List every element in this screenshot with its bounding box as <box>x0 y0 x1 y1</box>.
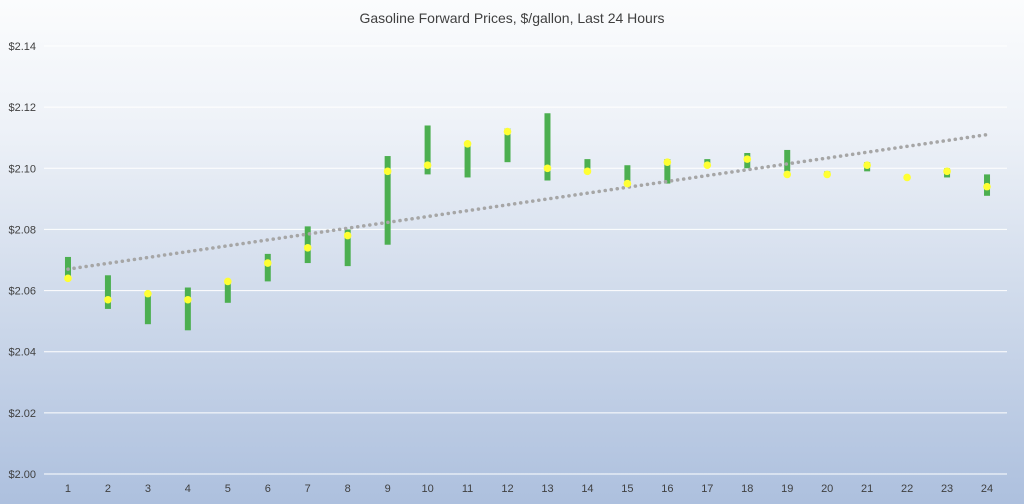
range-bar <box>784 149 791 172</box>
price-point <box>943 167 951 176</box>
x-tick-label: 13 <box>541 483 553 495</box>
x-tick-label: 19 <box>781 483 793 495</box>
range-bar <box>264 253 271 282</box>
price-point <box>463 140 472 148</box>
range-bars <box>64 113 991 331</box>
y-tick-label: $2.12 <box>8 102 36 114</box>
range-bar <box>544 113 551 181</box>
price-point <box>184 295 192 304</box>
price-point <box>383 167 392 176</box>
price-point <box>783 170 792 179</box>
x-tick-label: 6 <box>265 483 271 495</box>
x-tick-label: 7 <box>305 483 311 495</box>
range-bar <box>184 287 191 331</box>
x-tick-label: 10 <box>421 483 433 495</box>
range-bar <box>504 128 511 163</box>
gridlines <box>44 45 1007 475</box>
x-tick-label: 8 <box>345 483 351 495</box>
y-tick-label: $2.02 <box>8 408 36 420</box>
y-tick-label: $2.06 <box>8 286 36 298</box>
range-bar <box>384 156 391 245</box>
range-bar <box>104 275 111 309</box>
price-point <box>144 289 152 298</box>
x-tick-label: 11 <box>462 483 473 495</box>
x-tick-label: 18 <box>741 483 753 495</box>
price-point <box>983 182 991 191</box>
range-bar <box>584 159 591 172</box>
x-tick-label: 3 <box>145 483 151 495</box>
range-bar <box>624 165 631 184</box>
x-tick-label: 22 <box>901 483 913 495</box>
y-tick-label: $2.10 <box>8 163 36 175</box>
x-tick-label: 20 <box>821 483 833 495</box>
range-bar <box>664 159 671 184</box>
price-point <box>543 164 552 173</box>
x-axis: 1 2 3 4 5 6 7 8 9 10 11 12 13 14 15 16 17 18 19 20 21 22 23 24 <box>65 483 993 495</box>
price-point <box>64 274 72 283</box>
price-point <box>703 161 712 170</box>
price-points <box>64 127 991 304</box>
x-tick-label: 12 <box>501 483 513 495</box>
y-tick-label: $2.00 <box>8 469 36 481</box>
range-bar <box>424 125 431 175</box>
x-tick-label: 9 <box>385 483 391 495</box>
price-point <box>903 173 911 182</box>
y-tick-label: $2.08 <box>8 224 36 236</box>
x-tick-label: 15 <box>621 483 633 495</box>
x-tick-label: 16 <box>661 483 673 495</box>
y-tick-label: $2.04 <box>8 347 36 359</box>
price-point <box>263 259 272 267</box>
price-point <box>743 155 752 163</box>
x-tick-label: 2 <box>105 483 111 495</box>
range-bar <box>464 143 471 178</box>
range-bar <box>224 281 231 303</box>
x-tick-label: 24 <box>981 483 993 495</box>
price-point <box>663 158 672 166</box>
y-axis: $2.00 $2.02 $2.04 $2.06 $2.08 $2.10 $2.12 $2.14 <box>8 41 36 481</box>
price-point <box>623 179 632 188</box>
range-bar <box>344 229 351 267</box>
price-point <box>583 167 592 176</box>
price-point <box>423 161 432 170</box>
price-point <box>224 277 232 286</box>
trendline <box>66 132 989 271</box>
price-point <box>823 170 831 179</box>
price-point <box>863 161 871 170</box>
chart-title: Gasoline Forward Prices, $/gallon, Last … <box>359 10 665 26</box>
price-point <box>303 243 312 252</box>
range-bar <box>144 293 151 325</box>
x-tick-label: 14 <box>581 483 593 495</box>
x-tick-label: 21 <box>861 483 873 495</box>
price-point <box>503 127 512 136</box>
price-point <box>104 295 112 304</box>
y-tick-label: $2.14 <box>8 41 36 53</box>
x-tick-label: 1 <box>65 483 71 495</box>
trendline-line <box>66 132 989 271</box>
x-tick-label: 5 <box>225 483 231 495</box>
x-tick-label: 17 <box>701 483 713 495</box>
price-point <box>343 231 352 240</box>
x-tick-label: 23 <box>941 483 953 495</box>
x-tick-label: 4 <box>185 483 191 495</box>
